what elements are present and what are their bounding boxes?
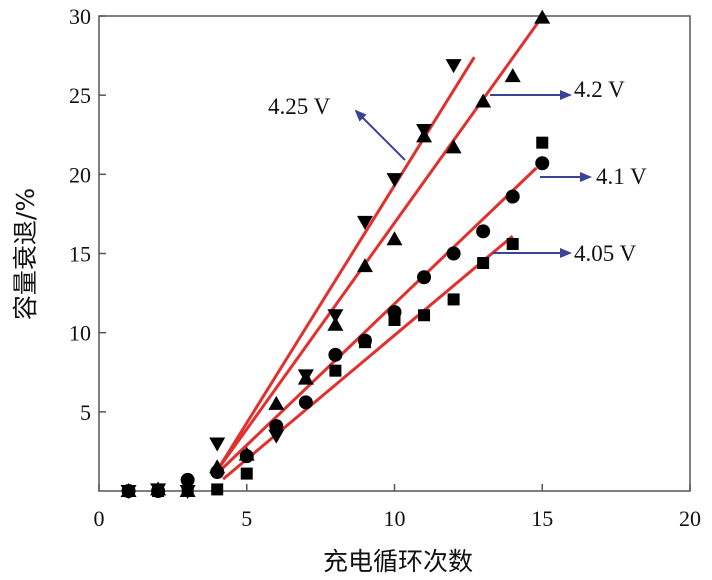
y-axis-label: 容量衰退/% [11, 188, 40, 320]
x-axis-label: 充电循环次数 [323, 547, 473, 576]
point-41V [269, 419, 284, 434]
point-425V [268, 429, 285, 444]
point-405V [418, 309, 431, 322]
point-42V [327, 316, 344, 331]
point-405V [447, 293, 460, 306]
point-405V [388, 314, 401, 326]
point-42V [475, 93, 492, 108]
y-tick-label: 25 [69, 83, 91, 108]
annotation-arrow [354, 109, 406, 161]
point-42V [386, 231, 403, 246]
point-425V [445, 59, 462, 74]
y-tick-label: 20 [69, 162, 91, 187]
point-42V [445, 139, 462, 154]
point-42V [297, 370, 314, 385]
point-405V [536, 136, 549, 149]
x-tick-label: 20 [679, 506, 701, 531]
data-points [120, 9, 551, 499]
fit-line-425V [215, 56, 476, 472]
point-41V [476, 224, 491, 239]
x-tick-label: 10 [384, 506, 406, 531]
axes: 0 5 10 15 20 5 10 15 20 25 30 [69, 4, 701, 531]
annotation-label: 4.1 V [596, 164, 647, 189]
annotations: 4.25 V 4.2 V 4.1 V 4.05 V [268, 77, 647, 266]
point-42V [268, 395, 285, 410]
point-405V [329, 364, 342, 377]
point-405V [181, 485, 194, 497]
point-42V [504, 68, 521, 83]
annotation-label: 4.05 V [574, 241, 637, 266]
point-41V [298, 395, 313, 410]
fit-line-42V [215, 19, 541, 472]
point-41V [239, 449, 254, 464]
point-425V [327, 309, 344, 324]
point-41V [535, 156, 550, 171]
fit-line-405V [222, 234, 514, 481]
point-425V [386, 173, 403, 188]
y-tick-label: 5 [80, 400, 91, 425]
y-tick-label: 15 [69, 242, 91, 267]
point-425V [356, 215, 373, 230]
point-41V [446, 246, 461, 261]
point-405V [240, 467, 253, 480]
point-405V [152, 485, 165, 497]
point-41V [417, 270, 432, 285]
point-42V [356, 258, 373, 273]
point-405V [477, 257, 490, 269]
x-tick-label: 15 [531, 506, 553, 531]
annotation-label: 4.25 V [268, 94, 331, 119]
x-tick-label: 5 [241, 506, 252, 531]
x-tick-label: 0 [94, 506, 105, 531]
point-405V [506, 238, 519, 250]
point-405V [122, 485, 135, 497]
point-42V [534, 9, 551, 24]
point-41V [505, 189, 520, 204]
y-tick-label: 10 [69, 321, 91, 346]
point-425V [209, 437, 226, 452]
point-41V [210, 465, 225, 479]
annotation-label: 4.2 V [574, 77, 625, 102]
y-tick-label: 30 [69, 4, 91, 29]
point-405V [358, 336, 371, 349]
point-41V [180, 472, 195, 487]
point-405V [211, 483, 224, 496]
point-41V [328, 347, 343, 362]
point-42V [416, 128, 433, 143]
fit-lines [215, 19, 541, 481]
